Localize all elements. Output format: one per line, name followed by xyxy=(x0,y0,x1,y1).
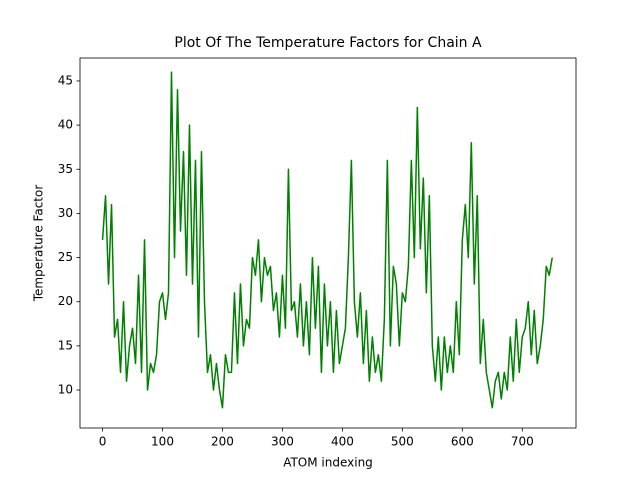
x-tick-label: 0 xyxy=(99,435,107,449)
chart-title: Plot Of The Temperature Factors for Chai… xyxy=(174,35,482,51)
x-tick-label: 700 xyxy=(511,435,534,449)
x-axis-label: ATOM indexing xyxy=(283,456,373,470)
x-tick-label: 100 xyxy=(151,435,174,449)
y-tick-label: 15 xyxy=(58,338,73,352)
y-tick-label: 40 xyxy=(58,118,73,132)
x-tick-label: 500 xyxy=(391,435,414,449)
y-tick-label: 45 xyxy=(58,73,73,87)
y-tick-label: 25 xyxy=(58,250,73,264)
x-tick-label: 300 xyxy=(271,435,294,449)
y-tick-label: 30 xyxy=(58,206,73,220)
y-axis-label: Temperature Factor xyxy=(32,185,46,303)
plot-area xyxy=(101,71,553,409)
y-tick-label: 10 xyxy=(58,383,73,397)
y-tick-label: 35 xyxy=(58,162,73,176)
axes-frame xyxy=(79,57,577,429)
x-tick-label: 600 xyxy=(451,435,474,449)
data-line xyxy=(101,71,553,409)
x-tick-label: 200 xyxy=(211,435,234,449)
y-tick-label: 20 xyxy=(58,294,73,308)
x-tick-label: 400 xyxy=(331,435,354,449)
